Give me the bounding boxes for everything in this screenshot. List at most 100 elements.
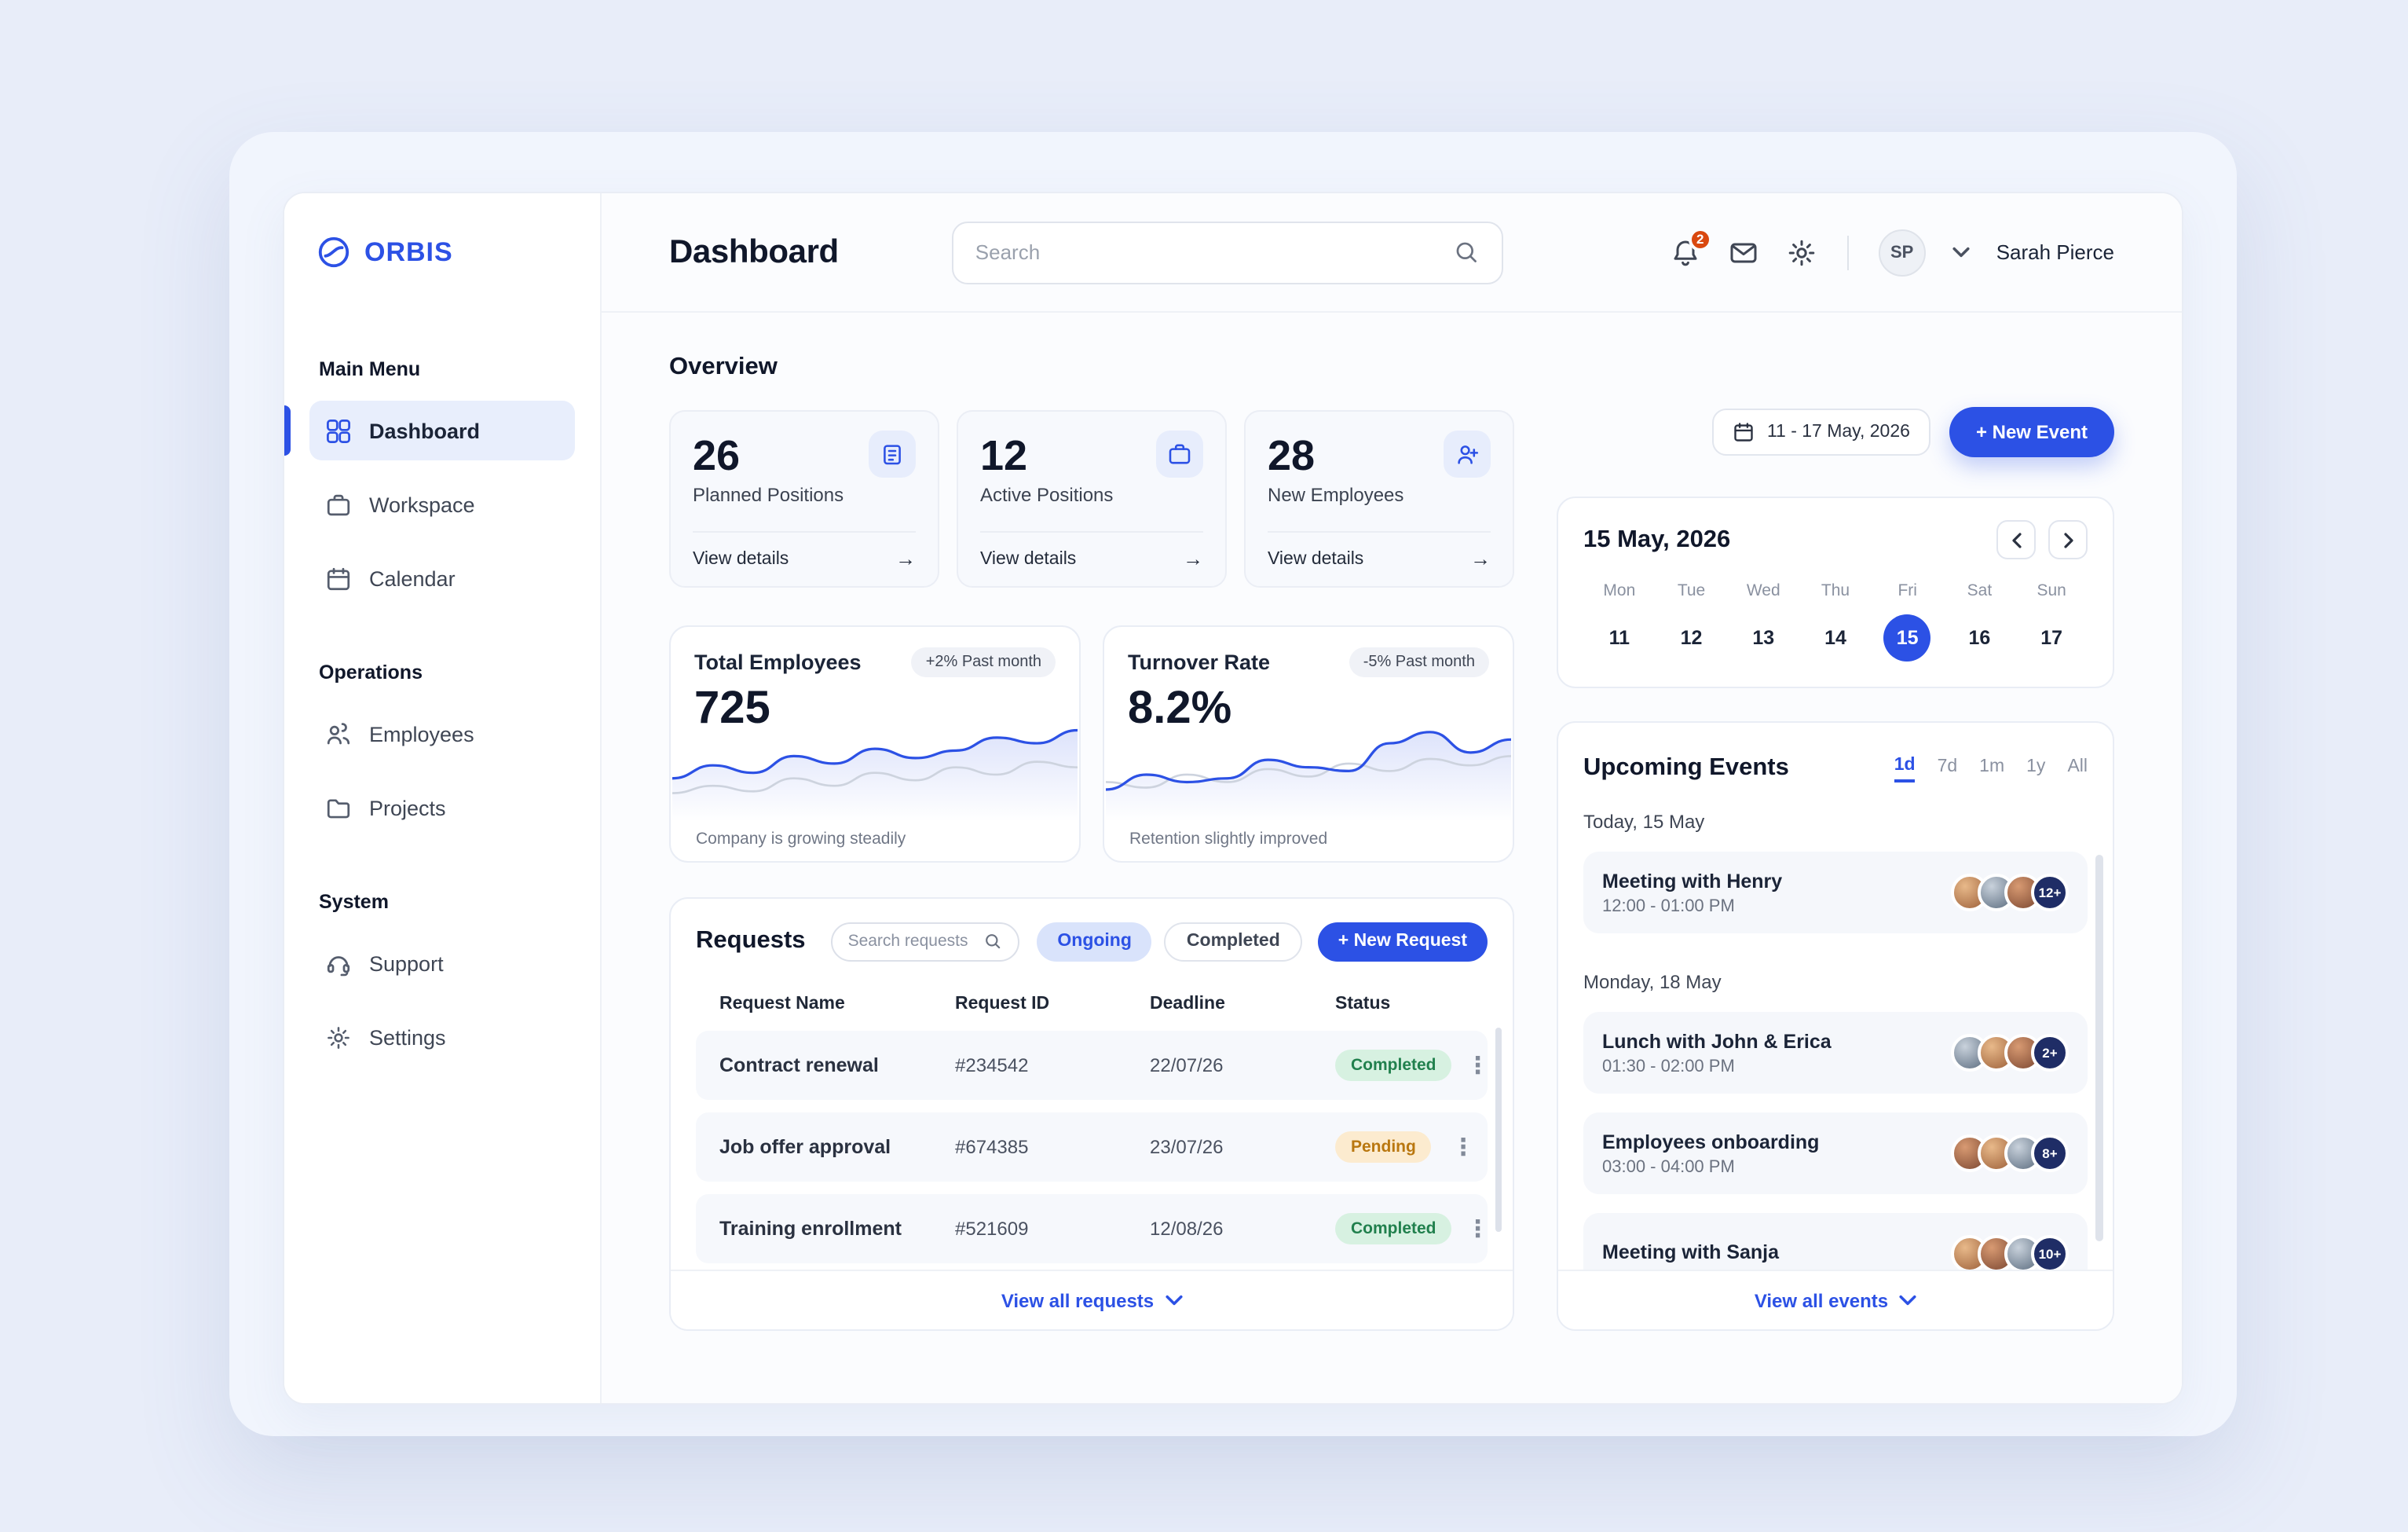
upcoming-events-card: Upcoming Events 1d 7d 1m 1y All Today, 1… bbox=[1557, 721, 2114, 1331]
metric-trend-badge: -5% Past month bbox=[1349, 647, 1489, 677]
calendar-week-grid: Mon Tue Wed Thu Fri Sat Sun 11 12 13 14 … bbox=[1583, 581, 2088, 662]
calendar-column: 11 - 17 May, 2026 + New Event 15 May, 20… bbox=[1557, 354, 2114, 1403]
date-cell[interactable]: 17 bbox=[2040, 627, 2063, 649]
content: Overview 26 Planned Positions View bbox=[602, 313, 2182, 1403]
clipboard-icon bbox=[869, 431, 916, 478]
new-request-button[interactable]: + New Request bbox=[1317, 922, 1488, 961]
date-range-label: 11 - 17 May, 2026 bbox=[1766, 423, 1910, 442]
sidebar-item-employees[interactable]: Employees bbox=[309, 704, 575, 764]
sidebar-item-label: Support bbox=[369, 951, 444, 975]
sidebar-item-calendar[interactable]: Calendar bbox=[309, 548, 575, 608]
orbis-logo-icon bbox=[316, 234, 352, 270]
stat-label: New Employees bbox=[1268, 484, 1404, 506]
sidebar-section-operations: Operations bbox=[319, 662, 423, 684]
filter-ongoing-pill[interactable]: Ongoing bbox=[1037, 922, 1152, 961]
day-name: Thu bbox=[1821, 581, 1850, 600]
user-plus-icon bbox=[1444, 431, 1491, 478]
sidebar-item-projects[interactable]: Projects bbox=[309, 778, 575, 837]
attendee-count-badge: 12+ bbox=[2031, 874, 2069, 911]
date-cell[interactable]: 11 bbox=[1608, 627, 1630, 649]
view-all-label: View all requests bbox=[1001, 1289, 1155, 1311]
new-event-button[interactable]: + New Event bbox=[1949, 407, 2114, 457]
employees-trend-chart bbox=[672, 702, 1078, 822]
view-all-requests-link[interactable]: View all requests bbox=[671, 1270, 1513, 1329]
row-actions-kebab-icon[interactable]: ⋮ bbox=[1466, 1215, 1490, 1242]
view-all-events-link[interactable]: View all events bbox=[1558, 1270, 2113, 1329]
stat-label: Active Positions bbox=[980, 484, 1114, 506]
date-cell-selected[interactable]: 15 bbox=[1872, 614, 1944, 662]
turnover-trend-chart bbox=[1106, 702, 1511, 822]
sidebar-item-settings[interactable]: Settings bbox=[309, 1007, 575, 1067]
chevron-down-icon[interactable] bbox=[1952, 247, 1970, 258]
requests-search-input[interactable] bbox=[847, 932, 974, 951]
settings-gear-icon bbox=[325, 1024, 352, 1050]
day-name: Tue bbox=[1677, 581, 1706, 600]
filter-completed-pill[interactable]: Completed bbox=[1164, 922, 1302, 961]
sidebar-item-dashboard[interactable]: Dashboard bbox=[284, 401, 575, 460]
table-row[interactable]: Contract renewal #234542 22/07/26 Comple… bbox=[696, 1031, 1490, 1100]
events-title: Upcoming Events bbox=[1583, 754, 1789, 781]
row-actions-kebab-icon[interactable]: ⋮ bbox=[1451, 1134, 1475, 1160]
calendar-next-button[interactable] bbox=[2048, 520, 2088, 559]
event-title: Meeting with Sanja bbox=[1602, 1241, 1780, 1263]
table-row[interactable]: Job offer approval #674385 23/07/26 Pend… bbox=[696, 1112, 1488, 1182]
date-cell[interactable]: 13 bbox=[1752, 627, 1775, 649]
event-title: Meeting with Henry bbox=[1602, 870, 1783, 892]
bell-icon[interactable]: 2 bbox=[1670, 227, 1712, 268]
requests-search-box[interactable] bbox=[830, 922, 1019, 961]
stat-value: 12 bbox=[980, 432, 1028, 479]
row-actions-kebab-icon[interactable]: ⋮ bbox=[1466, 1052, 1490, 1079]
attendee-avatars: 8+ bbox=[1951, 1134, 2069, 1172]
tab-1d[interactable]: 1d bbox=[1894, 755, 1916, 782]
date-cell[interactable]: 14 bbox=[1824, 627, 1846, 649]
mail-icon[interactable] bbox=[1728, 236, 1759, 268]
view-details-link[interactable]: View details → bbox=[980, 531, 1203, 570]
page-title: Dashboard bbox=[669, 233, 839, 269]
calendar-actions-row: 11 - 17 May, 2026 + New Event bbox=[1557, 407, 2114, 457]
events-range-tabs: 1d 7d 1m 1y All bbox=[1894, 755, 2088, 782]
view-details-link[interactable]: View details → bbox=[693, 531, 916, 570]
global-search-box[interactable] bbox=[951, 221, 1503, 284]
attendee-avatars: 2+ bbox=[1951, 1034, 2069, 1072]
table-row[interactable]: Training enrollment #521609 12/08/26 Com… bbox=[696, 1194, 1490, 1263]
day-name: Wed bbox=[1746, 581, 1780, 600]
user-avatar[interactable]: SP bbox=[1878, 229, 1926, 276]
event-item[interactable]: Meeting with Henry 12:00 - 01:00 PM 12+ bbox=[1583, 852, 2088, 933]
date-cell[interactable]: 16 bbox=[1968, 627, 1991, 649]
user-name: Sarah Pierce bbox=[1996, 240, 2114, 264]
tab-1m[interactable]: 1m bbox=[1979, 757, 2005, 775]
calendar-small-icon bbox=[1733, 421, 1755, 443]
column-header: Request ID bbox=[955, 995, 1050, 1013]
metric-footnote: Company is growing steadily bbox=[696, 830, 906, 848]
view-details-link[interactable]: View details → bbox=[1268, 531, 1491, 570]
event-time: 12:00 - 01:00 PM bbox=[1602, 896, 1735, 915]
events-scrollbar[interactable] bbox=[2095, 855, 2103, 1241]
request-deadline: 12/08/26 bbox=[1150, 1218, 1224, 1240]
date-range-chip[interactable]: 11 - 17 May, 2026 bbox=[1711, 409, 1930, 456]
request-deadline: 22/07/26 bbox=[1150, 1054, 1224, 1076]
attendee-count-badge: 8+ bbox=[2031, 1134, 2069, 1172]
event-item[interactable]: Lunch with John & Erica 01:30 - 02:00 PM… bbox=[1583, 1012, 2088, 1094]
date-cell[interactable]: 12 bbox=[1680, 627, 1703, 649]
requests-scrollbar[interactable] bbox=[1495, 1028, 1502, 1232]
stat-card-planned-positions: 26 Planned Positions View details → bbox=[669, 410, 939, 588]
tab-all[interactable]: All bbox=[2067, 757, 2088, 775]
search-input[interactable] bbox=[975, 240, 1453, 264]
request-name: Contract renewal bbox=[719, 1054, 879, 1076]
calendar-prev-button[interactable] bbox=[1996, 520, 2036, 559]
sidebar-item-workspace[interactable]: Workspace bbox=[309, 475, 575, 534]
column-header: Deadline bbox=[1150, 995, 1225, 1013]
view-details-label: View details bbox=[693, 549, 789, 568]
metric-title: Total Employees bbox=[694, 651, 862, 674]
tab-7d[interactable]: 7d bbox=[1937, 757, 1958, 775]
sidebar-item-label: Employees bbox=[369, 722, 474, 746]
gear-icon[interactable] bbox=[1786, 236, 1817, 268]
event-item[interactable]: Employees onboarding 03:00 - 04:00 PM 8+ bbox=[1583, 1112, 2088, 1194]
app-window: ORBIS Main Menu Dashboard Workspace bbox=[283, 192, 2183, 1405]
sidebar-item-support[interactable]: Support bbox=[309, 933, 575, 993]
event-title: Lunch with John & Erica bbox=[1602, 1030, 1832, 1052]
backdrop-frame: ORBIS Main Menu Dashboard Workspace bbox=[229, 132, 2237, 1436]
tab-1y[interactable]: 1y bbox=[2026, 757, 2046, 775]
request-id: #234542 bbox=[955, 1054, 1029, 1076]
